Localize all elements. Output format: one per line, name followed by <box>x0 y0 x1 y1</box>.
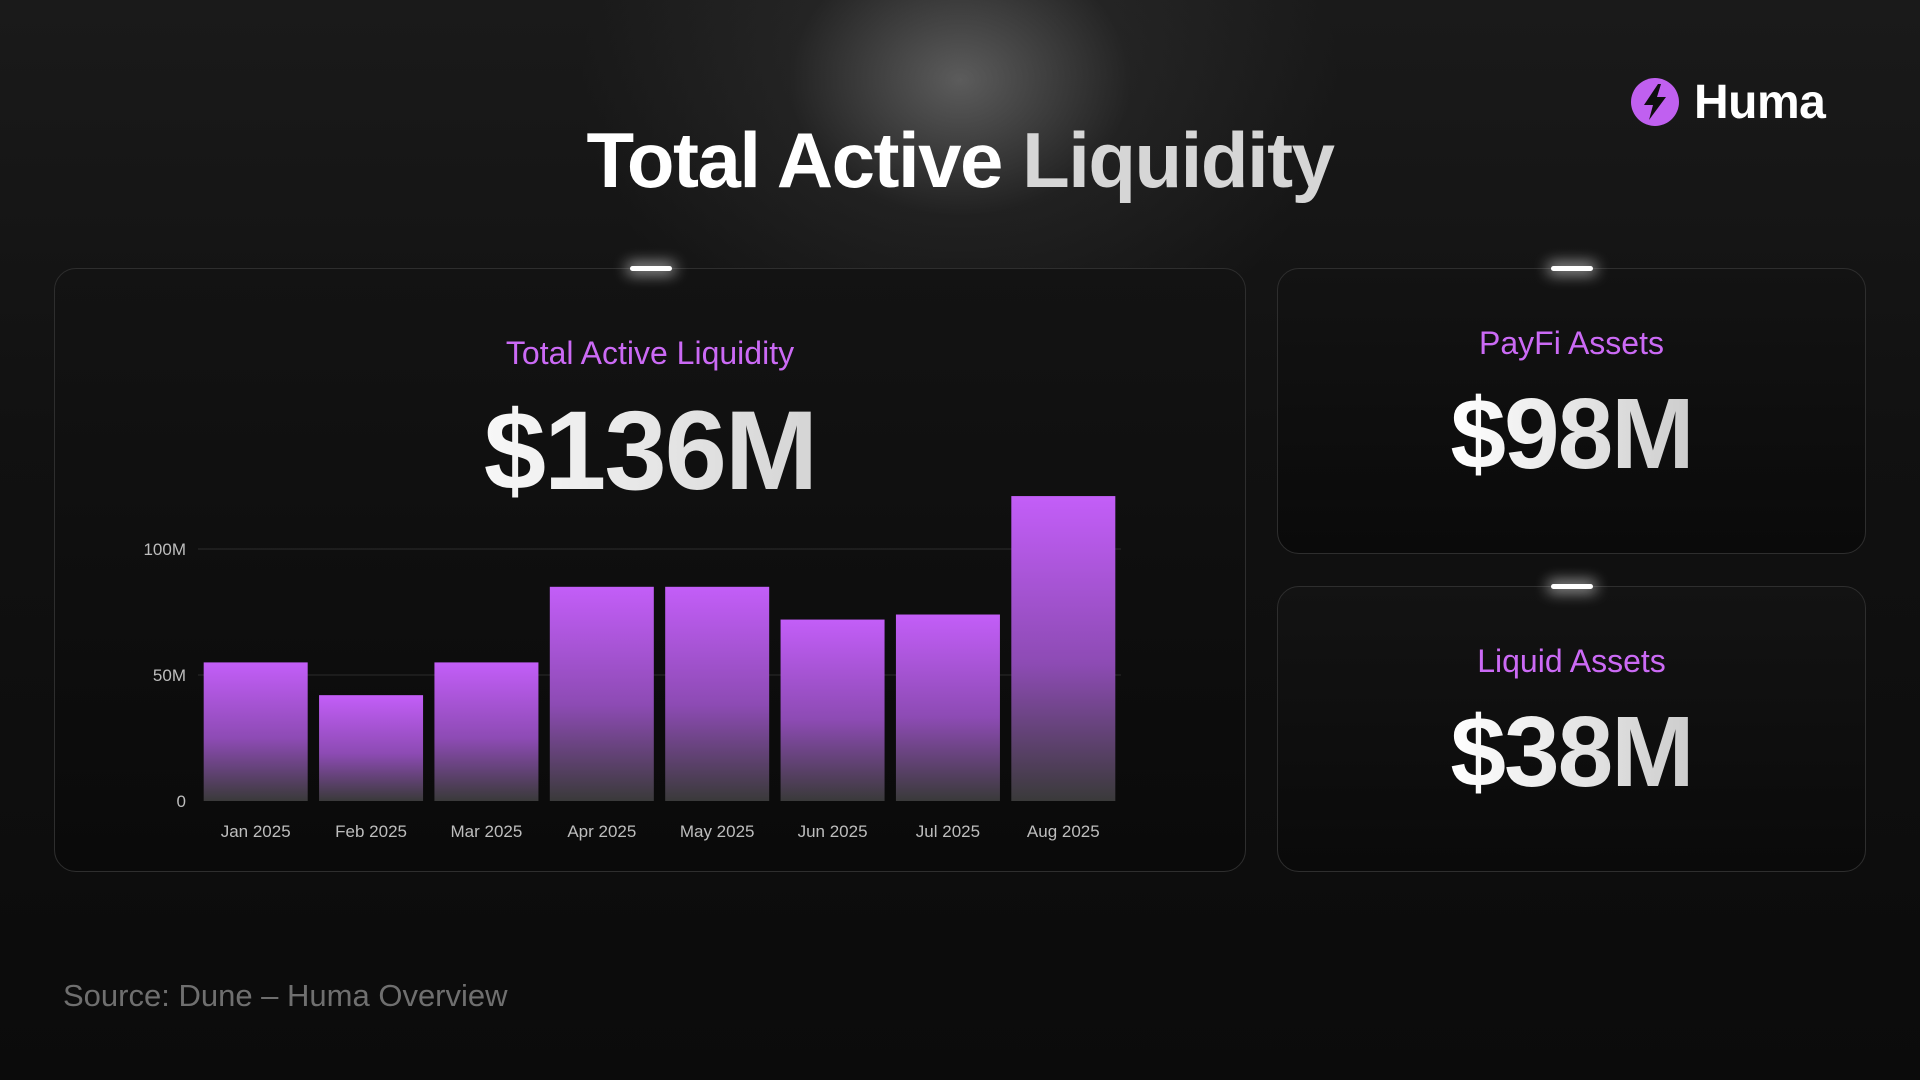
chart-bars <box>203 496 1116 801</box>
y-tick-label: 100M <box>143 540 186 559</box>
source-note: Source: Dune – Huma Overview <box>63 978 508 1013</box>
bar-aug-2025 <box>1011 496 1116 801</box>
payfi-assets-value: $98M <box>1278 379 1865 489</box>
bar-feb-2025 <box>319 695 424 801</box>
bar-jul-2025 <box>895 614 1000 801</box>
x-tick-label: Jun 2025 <box>798 822 868 841</box>
x-tick-label: Feb 2025 <box>335 822 407 841</box>
x-tick-label: May 2025 <box>680 822 755 841</box>
x-tick-label: Aug 2025 <box>1027 822 1100 841</box>
liquid-assets-card: Liquid Assets $38M <box>1277 584 1866 872</box>
huma-logo: Huma <box>1630 75 1826 129</box>
bar-apr-2025 <box>549 586 654 801</box>
liquidity-bar-chart: 0 50M 100M Jan 2025 Feb 2025 Mar 2025 Apr 202… <box>143 496 1121 841</box>
bar-mar-2025 <box>434 662 539 801</box>
x-tick-label: Jan 2025 <box>221 822 291 841</box>
total-liquidity-value: $136M <box>55 391 1245 511</box>
page-title: Total Active Liquidity <box>0 112 1920 208</box>
page-title-part1: Total Active <box>586 116 1003 204</box>
payfi-assets-label: PayFi Assets <box>1479 325 1664 361</box>
y-tick-label: 0 <box>177 792 186 811</box>
total-liquidity-label: Total Active Liquidity <box>505 335 795 371</box>
bar-jun-2025 <box>780 619 885 801</box>
liquid-assets-label: Liquid Assets <box>1477 643 1666 679</box>
liquid-assets-value: $38M <box>1278 697 1865 807</box>
x-tick-label: Apr 2025 <box>567 822 636 841</box>
x-tick-label: Mar 2025 <box>451 822 523 841</box>
chart-y-axis: 0 50M 100M <box>143 540 186 811</box>
chart-x-axis: Jan 2025 Feb 2025 Mar 2025 Apr 2025 May 2025… <box>221 822 1100 841</box>
card-light-indicator <box>630 266 672 271</box>
payfi-assets-card: PayFi Assets $98M <box>1277 266 1866 554</box>
bar-may-2025 <box>665 586 770 801</box>
card-light-indicator <box>1551 584 1593 589</box>
logo-text: Huma <box>1694 75 1826 129</box>
page-title-part2: Liquidity <box>1022 116 1335 204</box>
total-liquidity-card: Total Active Liquidity $136M 0 50M 100M Ja… <box>54 266 1246 872</box>
card-light-indicator <box>1551 266 1593 271</box>
x-tick-label: Jul 2025 <box>916 822 980 841</box>
huma-bolt-icon <box>1631 78 1679 126</box>
bar-jan-2025 <box>203 662 308 801</box>
y-tick-label: 50M <box>153 666 186 685</box>
